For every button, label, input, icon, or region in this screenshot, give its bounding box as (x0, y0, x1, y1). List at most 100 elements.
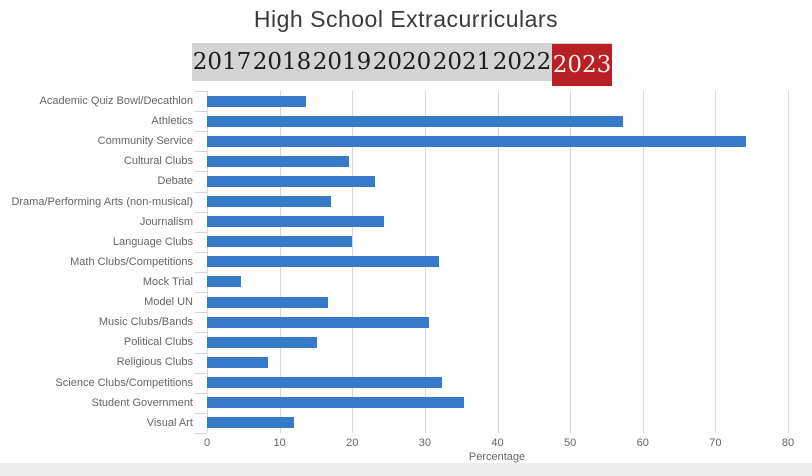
chart-row: Drama/Performing Arts (non-musical) (0, 192, 812, 212)
chart-row: Cultural Clubs (0, 151, 812, 171)
gridline-50 (570, 91, 572, 433)
bar-track (207, 155, 788, 167)
category-label: Science Clubs/Competitions (55, 376, 193, 389)
chart-row: Science Clubs/Competitions (0, 373, 812, 393)
chart-row: Language Clubs (0, 232, 812, 252)
bar-track (207, 95, 788, 107)
chart-row: Community Service (0, 131, 812, 151)
bar-mock-trial[interactable] (207, 276, 242, 288)
category-label: Language Clubs (112, 235, 193, 248)
chart-row: Visual Art (0, 413, 812, 433)
x-tick-label-70: 70 (709, 437, 722, 449)
category-label: Music Clubs/Bands (98, 316, 193, 329)
category-tick (195, 171, 207, 173)
bar-track (207, 296, 788, 308)
category-label: Community Service (97, 135, 193, 148)
category-tick (195, 191, 207, 193)
x-tick-label-0: 0 (203, 437, 211, 449)
category-label: Journalism (139, 215, 193, 228)
bar-track (207, 175, 788, 187)
bar-track (207, 196, 788, 208)
bar-community-service[interactable] (207, 135, 746, 147)
category-tick (195, 231, 207, 233)
category-label: Student Government (91, 396, 193, 409)
category-label: Religious Clubs (116, 356, 193, 369)
category-tick (195, 433, 207, 434)
bar-track (207, 216, 788, 228)
bar-music-clubs-bands[interactable] (207, 316, 430, 328)
bottom-strip (0, 463, 812, 476)
bar-track (207, 135, 788, 147)
x-tick-label-10: 10 (273, 437, 286, 449)
chart-rows: Academic Quiz Bowl/Decathlon Athletics Com… (0, 91, 812, 433)
tab-2020[interactable]: 2020 (372, 49, 432, 75)
bar-track (207, 276, 788, 288)
category-label: Cultural Clubs (123, 155, 193, 168)
category-tick (195, 131, 207, 133)
tab-2021[interactable]: 2021 (432, 49, 492, 75)
chart-row: Athletics (0, 111, 812, 131)
bar-track (207, 316, 788, 328)
bar-cultural-clubs[interactable] (207, 155, 350, 167)
category-tick (195, 111, 207, 113)
bar-track (207, 236, 788, 248)
tab-2022[interactable]: 2022 (492, 49, 552, 75)
bar-drama-performing-arts-non-musical-[interactable] (207, 196, 332, 208)
category-tick (195, 372, 207, 374)
bar-model-un[interactable] (207, 296, 329, 308)
category-label: Mock Trial (142, 275, 193, 288)
chart-row: Journalism (0, 212, 812, 232)
gridline-60 (642, 91, 644, 433)
tab-2023[interactable]: 2023 (552, 44, 612, 86)
category-tick (195, 272, 207, 274)
category-label: Debate (157, 175, 193, 188)
x-tick-label-50: 50 (564, 437, 577, 449)
bar-visual-art[interactable] (207, 417, 295, 429)
category-label: Model UN (144, 296, 193, 309)
tab-2017[interactable]: 2017 (192, 49, 252, 75)
bar-track (207, 417, 788, 429)
bar-political-clubs[interactable] (207, 336, 318, 348)
category-tick (195, 251, 207, 253)
bar-language-clubs[interactable] (207, 236, 352, 248)
category-label: Academic Quiz Bowl/Decathlon (39, 95, 193, 107)
bar-science-clubs-competitions[interactable] (207, 377, 442, 389)
category-label: Political Clubs (123, 336, 193, 349)
year-tabs: 2017 2018 2019 2020 2021 2022 2023 (192, 43, 612, 86)
bar-religious-clubs[interactable] (207, 356, 268, 368)
x-axis: 0 10 20 30 40 50 60 70 80 (203, 437, 794, 450)
gridline-40 (497, 91, 499, 433)
category-tick (195, 211, 207, 213)
bar-track (207, 397, 788, 409)
category-tick (195, 312, 207, 314)
chart-row: Student Government (0, 393, 812, 413)
chart-row: Music Clubs/Bands (0, 312, 812, 332)
category-label: Athletics (151, 115, 193, 128)
x-tick-label-30: 30 (418, 437, 431, 449)
category-tick (195, 332, 207, 334)
bar-debate[interactable] (207, 175, 376, 187)
x-tick-label-40: 40 (491, 437, 504, 449)
bar-student-government[interactable] (207, 397, 465, 409)
tab-2019[interactable]: 2019 (312, 49, 372, 75)
chart-title: High School Extracurriculars (253, 6, 559, 32)
bar-track (207, 336, 788, 348)
gridline-70 (715, 91, 717, 433)
category-axis-ticks (195, 91, 207, 434)
x-tick-label-60: 60 (636, 437, 649, 449)
chart-row: Math Clubs/Competitions (0, 252, 812, 272)
x-axis-title: Percentage (468, 451, 526, 463)
bar-track (207, 377, 788, 389)
bar-track (207, 356, 788, 368)
bar-academic-quiz-bowl-decathlon[interactable] (207, 95, 307, 107)
bar-athletics[interactable] (207, 115, 624, 127)
category-tick (195, 91, 207, 92)
tab-2018[interactable]: 2018 (252, 49, 312, 75)
bar-math-clubs-competitions[interactable] (207, 256, 440, 268)
category-label: Drama/Performing Arts (non-musical) (11, 195, 193, 208)
chart-row: Political Clubs (0, 332, 812, 352)
bar-journalism[interactable] (207, 216, 385, 228)
category-tick (195, 292, 207, 294)
category-label: Math Clubs/Competitions (70, 255, 193, 268)
